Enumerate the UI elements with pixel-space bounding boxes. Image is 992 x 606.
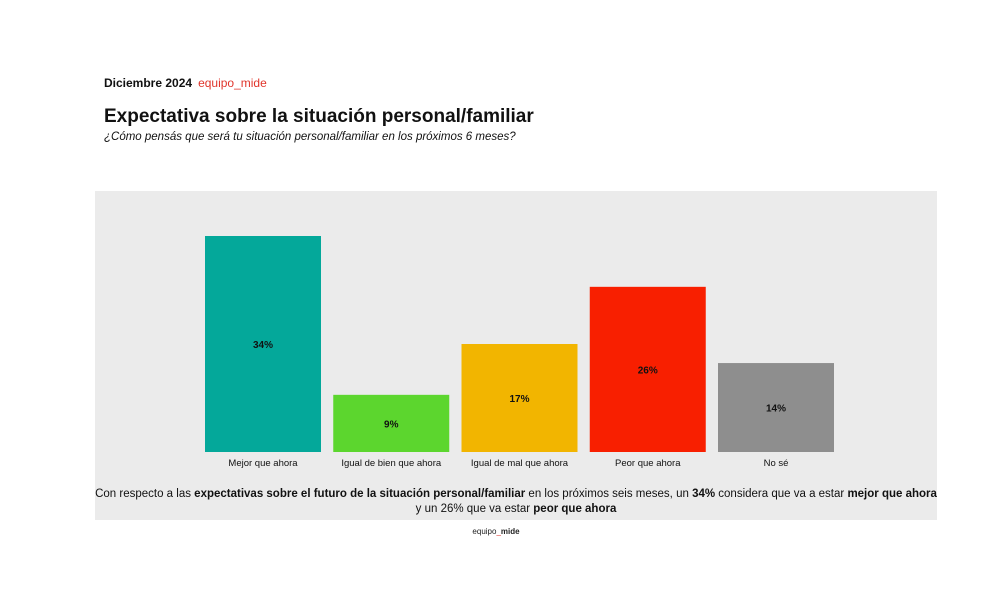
note-text: y un 26% que va estar xyxy=(415,503,534,515)
note-bold: mejor que ahora xyxy=(847,488,937,500)
data-label: 26% xyxy=(638,365,658,376)
note-bold: expectativas sobre el futuro de la situa… xyxy=(194,488,526,500)
bar xyxy=(333,394,450,452)
note-text: Con respecto a las xyxy=(95,488,195,500)
chart-note: Con respecto a las expectativas sobre el… xyxy=(95,487,937,517)
data-label: 9% xyxy=(384,419,399,430)
category-label: Mejor que ahora xyxy=(228,458,298,469)
note-bold: 34% xyxy=(692,488,716,500)
footer-logo: equipo_mide xyxy=(0,527,992,536)
note-text: en los próximos seis meses, un xyxy=(525,488,693,500)
category-label: Igual de bien que ahora xyxy=(341,458,442,469)
bar xyxy=(718,363,834,452)
data-label: 17% xyxy=(509,394,529,405)
bar xyxy=(461,344,578,452)
report-date: Diciembre 2024 equipo_mide xyxy=(104,76,267,90)
bar xyxy=(589,286,706,452)
data-label: 34% xyxy=(253,340,273,351)
chart-subtitle: ¿Cómo pensás que será tu situación perso… xyxy=(104,131,516,143)
chart-title: Expectativa sobre la situación personal/… xyxy=(104,106,534,127)
brand-label: equipo_mide xyxy=(198,76,267,90)
category-label: Igual de mal que ahora xyxy=(471,458,569,469)
note-text: considera que va a estar xyxy=(715,488,848,500)
date-text: Diciembre 2024 xyxy=(104,76,193,90)
footer-part: mide xyxy=(500,527,520,536)
category-label: Peor que ahora xyxy=(615,458,681,469)
bar xyxy=(205,236,321,452)
category-label: No sé xyxy=(764,458,789,469)
footer-sep: _ xyxy=(496,527,501,536)
data-label: 14% xyxy=(766,404,786,415)
footer-part: equipo xyxy=(472,527,497,536)
note-bold: peor que ahora xyxy=(533,503,617,515)
